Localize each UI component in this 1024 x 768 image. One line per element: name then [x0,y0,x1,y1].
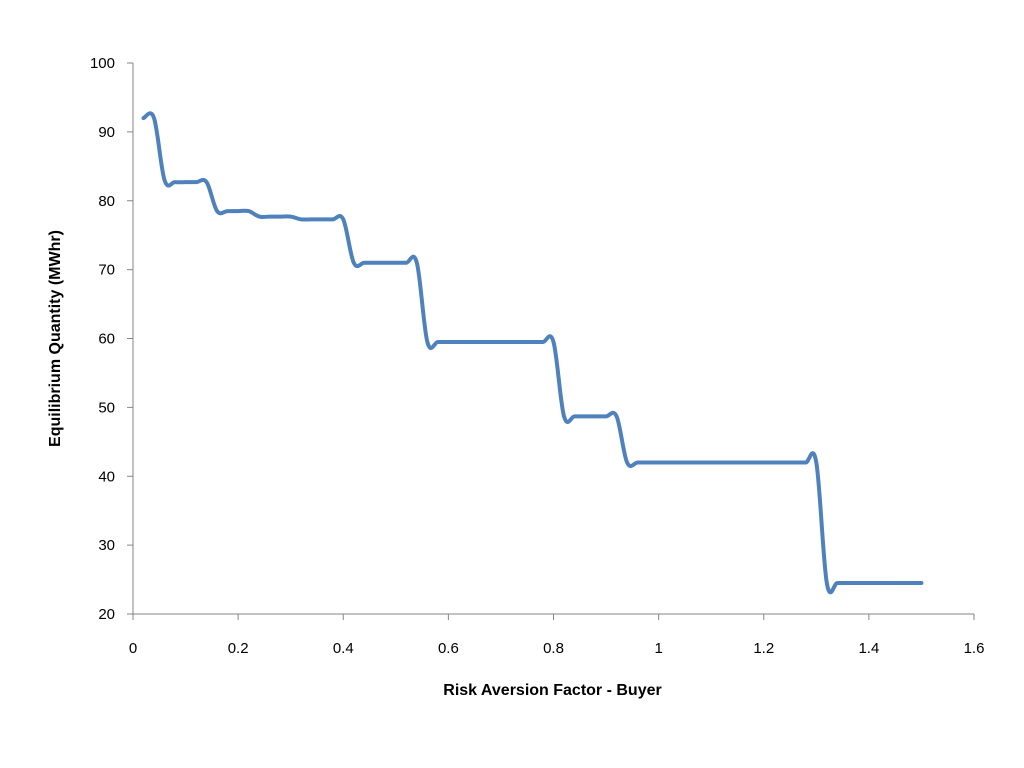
series-layer [141,111,924,595]
y-tick-label: 40 [98,468,115,485]
y-tick-label: 100 [90,55,115,72]
x-axis-title: Risk Aversion Factor - Buyer [443,682,661,699]
y-tick-label: 30 [98,537,115,554]
y-ticks: 20 30 40 50 60 70 80 90 100 [90,55,133,623]
x-tick-label: 0.6 [438,640,459,657]
y-tick-label: 50 [98,399,115,416]
y-tick-label: 90 [98,124,115,141]
x-tick-label: 0.8 [543,640,564,657]
y-axis-title: Equilibrium Quantity (MWhr) [47,230,64,447]
x-tick-label: 0.4 [333,640,354,657]
x-tick-label: 1.4 [858,640,879,657]
x-tick-label: 0 [129,640,137,657]
x-tick-label: 1.6 [964,640,985,657]
x-tick-label: 0.2 [228,640,249,657]
x-tick-label: 1.2 [753,640,774,657]
x-ticks: 0 0.2 0.4 0.6 0.8 1 1.2 1.4 1.6 [129,614,985,657]
y-tick-label: 60 [98,331,115,348]
y-tick-label: 20 [98,606,115,623]
series-line-0 [141,111,924,595]
y-tick-label: 70 [98,262,115,279]
x-tick-label: 1 [654,640,662,657]
y-tick-label: 80 [98,193,115,210]
